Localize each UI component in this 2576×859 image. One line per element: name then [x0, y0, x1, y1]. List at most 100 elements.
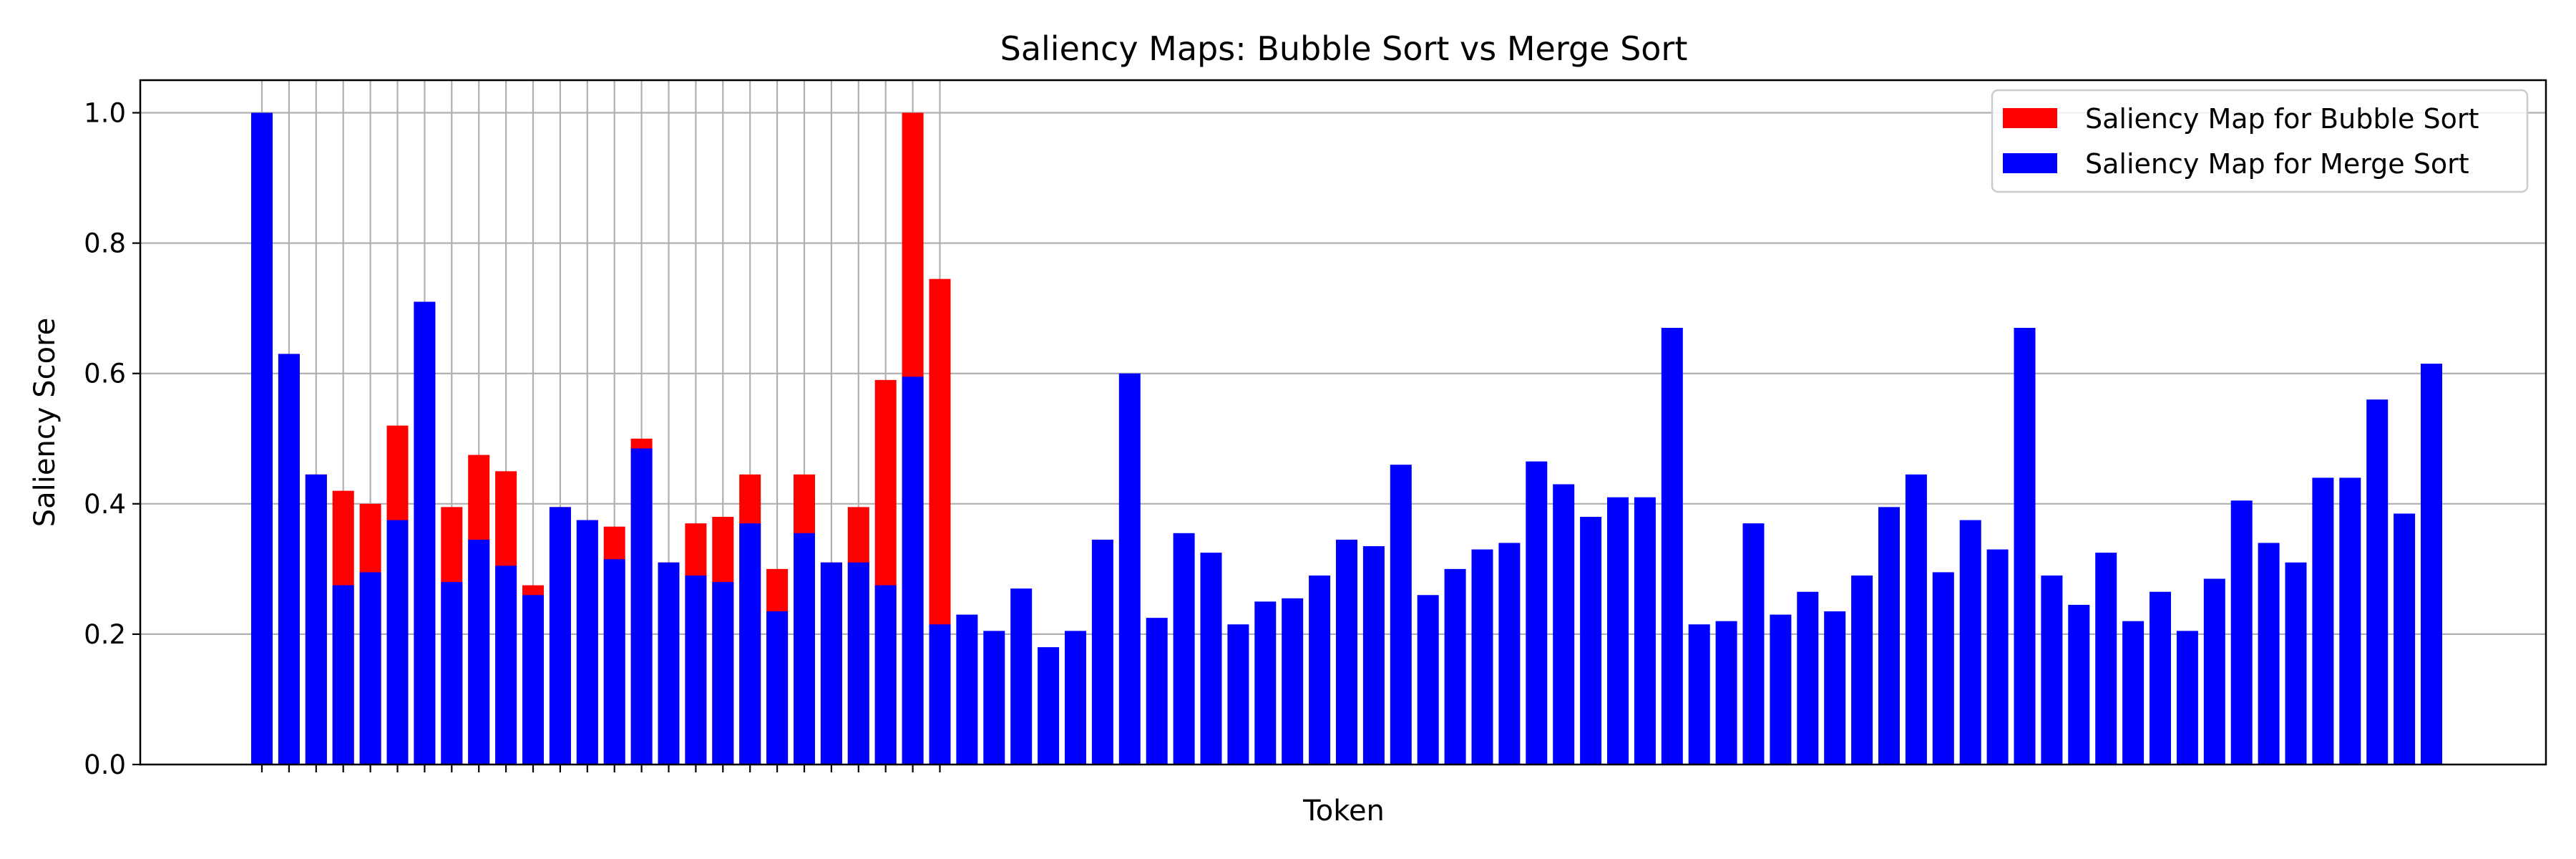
bar-merge-sort: [1498, 543, 1521, 765]
bar-merge-sort: [1634, 497, 1656, 765]
bar-merge-sort: [1932, 572, 1954, 765]
y-axis-label: Saliency Score: [29, 318, 62, 528]
bar-merge-sort: [1417, 595, 1439, 765]
bar-merge-sort: [766, 611, 789, 765]
bar-merge-sort: [1444, 568, 1466, 765]
bar-merge-sort: [739, 523, 761, 765]
bar-merge-sort: [2421, 364, 2442, 765]
y-tick-label: 0.6: [84, 359, 126, 389]
bar-merge-sort: [603, 559, 625, 765]
bar-merge-sort: [1553, 484, 1575, 765]
bar-merge-sort: [332, 585, 354, 765]
bar-merge-sort: [1200, 553, 1222, 765]
bar-merge-sort: [2366, 399, 2389, 765]
bar-merge-sort: [441, 582, 463, 765]
bar-merge-sort: [847, 562, 869, 765]
bar-merge-sort: [251, 112, 273, 765]
legend-swatch-bubble-sort: [2003, 108, 2057, 128]
bar-merge-sort: [929, 624, 951, 765]
bar-merge-sort: [1091, 539, 1113, 765]
bar-merge-sort: [2312, 477, 2334, 765]
bar-merge-sort: [2230, 500, 2253, 765]
y-tick-label: 1.0: [84, 98, 126, 129]
bar-merge-sort: [1173, 533, 1195, 765]
bar-merge-sort: [685, 575, 707, 765]
x-axis-label: Token: [1302, 795, 1385, 828]
bar-merge-sort: [658, 562, 680, 765]
bar-merge-sort: [1688, 624, 1710, 765]
bar-merge-sort: [414, 301, 436, 765]
bar-merge-sort: [576, 520, 598, 765]
bar-merge-sort: [278, 354, 300, 765]
bar-merge-sort: [468, 539, 490, 765]
bar-merge-sort: [1580, 517, 1602, 765]
bar-merge-sort: [2095, 553, 2117, 765]
bar-merge-sort: [2285, 562, 2307, 765]
bar-merge-sort: [1742, 523, 1765, 765]
bar-merge-sort: [305, 474, 327, 765]
bar-merge-sort: [902, 377, 924, 765]
legend-box: [1991, 89, 2529, 193]
bar-merge-sort: [2339, 477, 2361, 765]
axes-layer: 0.0 0.2 0.4 0.6 0.8 1.0: [84, 79, 2547, 780]
bar-merge-sort: [1986, 549, 2009, 765]
bar-merge-sort: [1607, 497, 1629, 765]
bar-merge-sort: [874, 585, 897, 765]
chart-title: Saliency Maps: Bubble Sort vs Merge Sort: [1000, 29, 1688, 68]
bar-merge-sort: [522, 595, 544, 765]
y-tick-label: 0.8: [84, 228, 126, 259]
bar-merge-sort: [2203, 578, 2225, 765]
bar-merge-sort: [712, 582, 734, 765]
bars-layer: [251, 112, 2442, 765]
plot-frame: [139, 79, 2547, 766]
bar-merge-sort: [1282, 598, 1304, 765]
bar-merge-sort: [1118, 373, 1141, 765]
bar-merge-sort: [549, 507, 571, 765]
bar-merge-sort: [1959, 520, 1981, 765]
bar-merge-sort: [1526, 461, 1548, 765]
bar-merge-sort: [2014, 327, 2036, 765]
y-tick-label: 0.0: [84, 749, 126, 780]
legend-label-bubble-sort: Saliency Map for Bubble Sort: [2085, 103, 2479, 135]
bar-merge-sort: [2258, 543, 2280, 765]
bar-merge-sort: [1390, 465, 1412, 765]
bar-merge-sort: [1309, 575, 1331, 765]
bar-merge-sort: [1227, 624, 1249, 765]
bar-merge-sort: [1851, 575, 1873, 765]
bar-merge-sort: [1905, 474, 1927, 765]
bar-merge-sort: [1878, 507, 1900, 765]
bar-merge-sort: [1824, 611, 1846, 765]
bar-merge-sort: [1770, 614, 1792, 765]
bar-merge-sort: [1661, 327, 1683, 765]
bar-merge-sort: [2394, 513, 2416, 765]
bar-merge-sort: [983, 631, 1005, 765]
y-tick-label: 0.2: [84, 619, 126, 650]
bar-merge-sort: [2122, 621, 2145, 765]
bar-merge-sort: [1254, 601, 1277, 765]
bar-merge-sort: [1336, 539, 1357, 765]
legend: Saliency Map for Bubble Sort Saliency Ma…: [1991, 89, 2529, 193]
bar-merge-sort: [1010, 588, 1033, 765]
bar-merge-sort: [1362, 545, 1385, 765]
bar-merge-sort: [1146, 618, 1168, 765]
bar-merge-sort: [495, 566, 517, 765]
bar-merge-sort: [1471, 549, 1493, 765]
legend-label-merge-sort: Saliency Map for Merge Sort: [2085, 148, 2469, 180]
bar-merge-sort: [2176, 631, 2198, 765]
bar-merge-sort: [956, 614, 978, 765]
bar-merge-sort: [630, 448, 653, 765]
bar-merge-sort: [1065, 631, 1086, 765]
legend-swatch-merge-sort: [2003, 153, 2057, 173]
bar-merge-sort: [820, 562, 842, 765]
bar-merge-sort: [1797, 591, 1819, 765]
bar-merge-sort: [359, 572, 381, 765]
bar-merge-sort: [1715, 621, 1737, 765]
bar-merge-sort: [2150, 591, 2171, 765]
bar-merge-sort: [386, 520, 409, 765]
bar-merge-sort: [2068, 604, 2090, 765]
bar-merge-sort: [1038, 647, 1060, 765]
bar-merge-sort: [2041, 575, 2063, 765]
bar-merge-sort: [794, 533, 815, 765]
y-tick-label: 0.4: [84, 489, 126, 520]
